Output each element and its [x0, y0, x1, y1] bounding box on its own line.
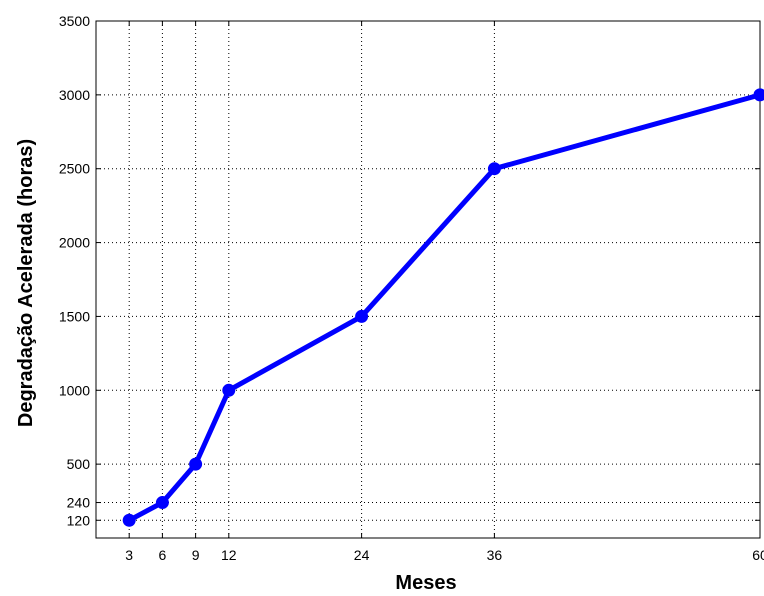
y-axis-title: Degradação Acelerada (horas) — [15, 139, 37, 427]
data-point — [222, 383, 236, 397]
data-point — [122, 513, 136, 527]
y-tick-label: 3500 — [59, 13, 90, 29]
x-axis-title: Meses — [395, 572, 456, 594]
y-tick-label: 2500 — [59, 161, 90, 177]
data-point — [155, 496, 169, 510]
x-tick-label: 36 — [487, 547, 503, 563]
x-tick-label: 60 — [752, 547, 764, 563]
series-group — [122, 88, 764, 527]
y-tick-label: 120 — [67, 512, 91, 528]
y-tick-label: 500 — [67, 456, 91, 472]
data-point — [355, 309, 369, 323]
x-ticks: 3 6 9 12 24 36 60 — [125, 21, 764, 563]
data-point — [189, 457, 203, 471]
x-tick-label: 12 — [221, 547, 237, 563]
y-tick-label: 2000 — [59, 235, 90, 251]
y-tick-label: 1000 — [59, 382, 90, 398]
x-tick-label: 6 — [159, 547, 167, 563]
plot-area-frame — [95, 20, 761, 539]
y-tick-label: 240 — [67, 495, 91, 511]
x-tick-label: 9 — [192, 547, 200, 563]
x-tick-label: 3 — [125, 547, 133, 563]
x-tick-label: 24 — [354, 547, 370, 563]
y-tick-label: 1500 — [59, 308, 90, 324]
data-point — [487, 162, 501, 176]
y-tick-label: 3000 — [59, 87, 90, 103]
data-point — [753, 88, 764, 102]
series-line — [126, 92, 763, 523]
